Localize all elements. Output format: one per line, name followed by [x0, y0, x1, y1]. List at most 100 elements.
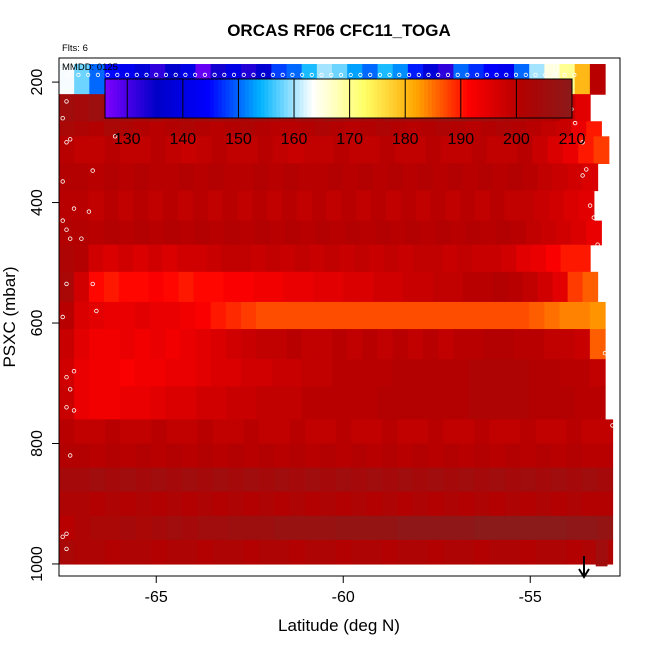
heat-cell	[164, 220, 181, 246]
heat-cell	[258, 443, 275, 469]
heat-cell	[59, 244, 75, 273]
heat-cell	[296, 190, 313, 222]
heat-cell	[162, 244, 178, 273]
heat-cell	[182, 443, 198, 469]
heat-cell	[420, 121, 437, 137]
heat-cell	[560, 244, 576, 273]
heat-cell	[105, 539, 122, 565]
heat-cell	[256, 386, 272, 420]
heat-cell	[89, 220, 105, 246]
sample-point	[64, 140, 69, 145]
heat-cell	[150, 301, 166, 330]
heat-cell	[525, 220, 542, 246]
heat-cell	[535, 467, 552, 493]
heat-cell	[316, 301, 333, 330]
heat-cell	[151, 467, 168, 493]
heat-cell	[241, 301, 257, 330]
heat-cell	[335, 491, 352, 517]
colorbar-segment	[202, 79, 207, 118]
heat-cell	[135, 443, 152, 469]
heat-cell	[392, 359, 409, 387]
heat-cell	[373, 163, 389, 192]
heat-cell	[412, 491, 429, 517]
heat-cell	[238, 163, 255, 192]
plot-frame	[58, 57, 621, 577]
heat-cell	[423, 359, 439, 387]
heat-cell	[400, 190, 417, 222]
colorbar-segment	[155, 79, 160, 118]
heat-cell	[531, 244, 547, 273]
colorbar-segment	[365, 79, 371, 118]
heat-cell	[522, 163, 539, 192]
heat-cell	[135, 491, 152, 517]
colorbar-segment	[525, 79, 530, 118]
heat-cell	[428, 515, 444, 541]
sample-point	[523, 72, 528, 78]
colorbar-segment	[284, 79, 289, 118]
heat-cell	[225, 359, 242, 387]
heat-cell	[443, 491, 460, 517]
heat-cell	[514, 386, 530, 420]
heat-cell	[212, 515, 229, 541]
sample-point	[606, 314, 611, 320]
heat-cell	[566, 443, 583, 469]
heat-cell	[268, 163, 284, 192]
colorbar-segment	[486, 79, 491, 118]
heat-cell	[381, 467, 398, 493]
sample-point	[584, 167, 589, 172]
heat-cell	[390, 220, 407, 246]
heat-cell	[483, 301, 500, 330]
heat-cell	[256, 301, 272, 330]
heat-cell	[151, 443, 168, 469]
heat-cell	[210, 359, 227, 387]
heat-cell	[443, 443, 460, 469]
heat-cell	[165, 301, 181, 330]
heat-cell	[119, 386, 136, 420]
heat-cell	[119, 329, 136, 360]
heat-cell	[477, 163, 494, 192]
heat-cell	[74, 301, 90, 330]
sample-point	[465, 72, 470, 78]
sample-point	[90, 168, 95, 173]
heat-cell	[177, 244, 193, 273]
heat-cell	[119, 359, 136, 387]
sample-point	[319, 72, 324, 78]
heat-cell	[238, 271, 255, 303]
heat-cell	[223, 271, 240, 303]
sample-point	[504, 72, 509, 78]
heat-cell	[397, 443, 414, 469]
heat-cell	[166, 467, 183, 493]
heat-cell	[458, 467, 475, 493]
heat-cell	[73, 163, 90, 192]
heat-cell	[320, 443, 337, 469]
colorbar-segment	[311, 79, 316, 118]
heat-cell	[330, 220, 346, 246]
colorbar-segment	[256, 79, 262, 118]
y-axis-label: PSXC (mbar)	[0, 266, 19, 367]
heat-cell	[547, 136, 564, 164]
heat-cell	[541, 121, 557, 137]
heat-cell	[545, 244, 562, 273]
heat-cell	[274, 539, 291, 565]
colorbar-segment	[299, 79, 304, 118]
heat-cell	[495, 220, 512, 246]
heat-cell	[105, 515, 122, 541]
sample-point	[397, 72, 402, 78]
heat-cell	[209, 220, 226, 246]
heat-cell	[586, 220, 602, 246]
heat-cell	[197, 443, 214, 469]
colorbar-segment	[416, 79, 421, 118]
heat-cell	[118, 163, 135, 192]
heat-cell	[474, 515, 491, 541]
colorbar-segment	[151, 79, 157, 118]
heat-cell	[289, 515, 306, 541]
heat-cell	[243, 491, 260, 517]
heat-cell	[134, 329, 151, 360]
heat-cell	[151, 515, 168, 541]
heat-cell	[489, 515, 506, 541]
colorbar-segment	[287, 79, 293, 118]
heat-cell	[74, 443, 91, 469]
heat-cell	[134, 301, 151, 330]
heat-cell	[407, 329, 424, 360]
